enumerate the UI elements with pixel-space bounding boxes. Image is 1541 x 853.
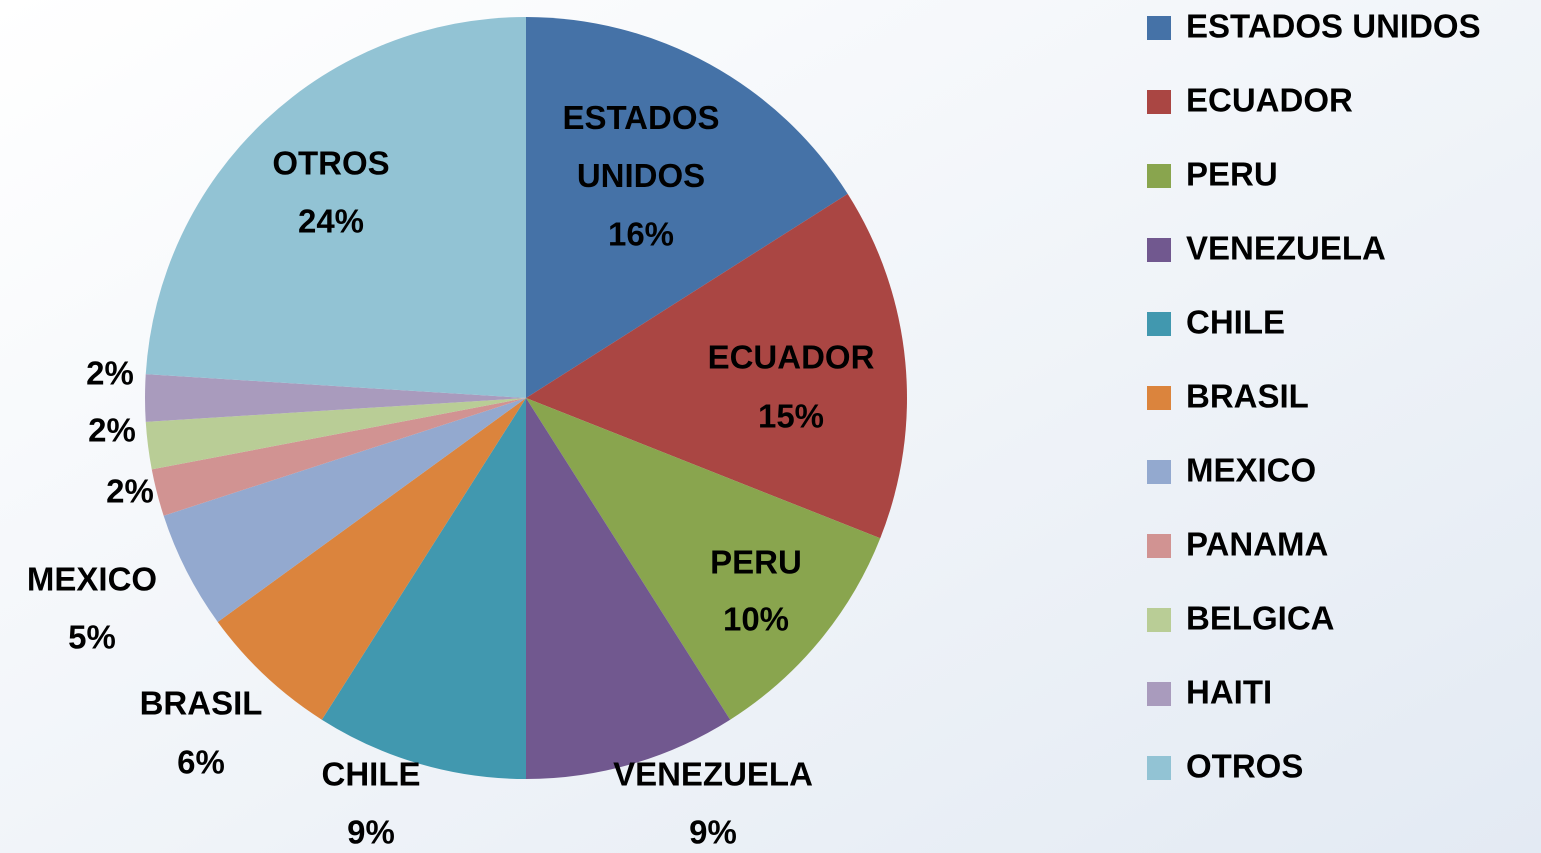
legend-swatch (1147, 534, 1171, 558)
data-label: 24% (298, 203, 364, 240)
data-label-name: MEXICO (27, 561, 157, 598)
data-label: 2% (86, 355, 134, 392)
data-label-name: ECUADOR (708, 339, 875, 376)
legend-label: PERU (1186, 156, 1278, 193)
pie-slice (526, 398, 731, 779)
data-label: 6% (177, 744, 225, 781)
legend-swatch (1147, 90, 1171, 114)
data-label: 5% (68, 619, 116, 656)
pie-slice (526, 193, 907, 539)
legend-label: CHILE (1186, 304, 1285, 341)
data-label-name: CHILE (322, 756, 421, 793)
data-label-name: PERU (710, 544, 802, 581)
legend-swatch (1147, 386, 1171, 410)
pie-slice (321, 398, 526, 779)
legend-label: ECUADOR (1186, 82, 1353, 119)
pie-slice (526, 398, 881, 720)
pie-slice (217, 398, 526, 720)
pie-slice (145, 398, 526, 470)
legend-label: BRASIL (1186, 378, 1309, 415)
legend-label: PANAMA (1186, 526, 1328, 563)
data-label-name: VENEZUELA (613, 756, 813, 793)
data-label-name: BRASIL (140, 685, 263, 722)
legend-swatch (1147, 682, 1171, 706)
legend-swatch (1147, 164, 1171, 188)
legend-label: OTROS (1186, 748, 1303, 785)
pie-slice (145, 17, 526, 398)
legend-swatch (1147, 756, 1171, 780)
legend-label: BELGICA (1186, 600, 1335, 637)
data-label: 2% (106, 473, 154, 510)
legend-label: VENEZUELA (1186, 230, 1386, 267)
legend-swatch (1147, 16, 1171, 40)
pie-slice (151, 398, 527, 516)
legend-swatch (1147, 312, 1171, 336)
data-label: 2% (88, 412, 136, 449)
pie-slice (163, 398, 526, 622)
data-label-name: OTROS (272, 145, 389, 182)
legend-swatch (1147, 238, 1171, 262)
legend-swatch (1147, 460, 1171, 484)
data-label: 9% (689, 814, 737, 851)
data-label: 16% (608, 216, 674, 253)
legend-label: HAITI (1186, 674, 1272, 711)
pie-slice (145, 374, 526, 422)
data-label: 10% (723, 601, 789, 638)
data-label: 9% (347, 814, 395, 851)
data-label: 15% (758, 398, 824, 435)
legend-label: MEXICO (1186, 452, 1316, 489)
pie-slice (526, 17, 848, 398)
data-label-name: ESTADOS UNIDOS (562, 99, 719, 194)
legend-swatch (1147, 608, 1171, 632)
legend-label: ESTADOS UNIDOS (1186, 8, 1481, 45)
